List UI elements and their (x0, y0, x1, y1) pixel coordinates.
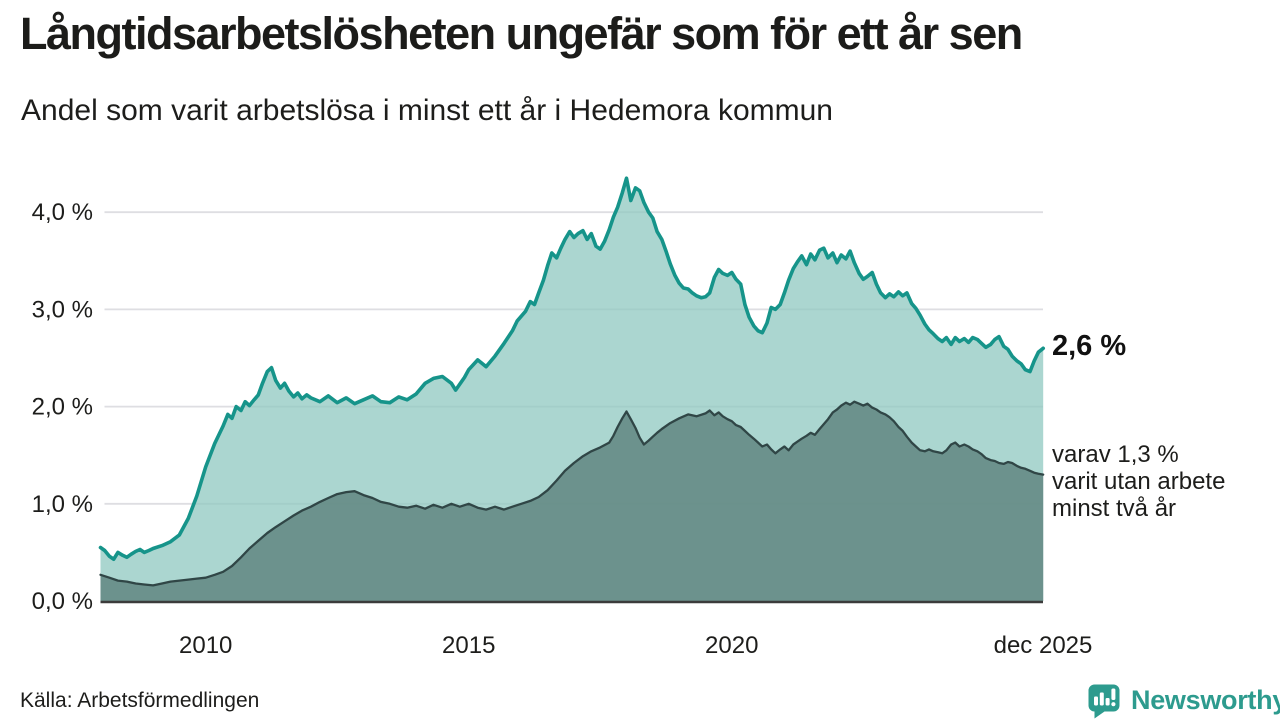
y-tick-label-1: 1,0 % (32, 491, 93, 518)
chart-lines (98, 176, 1045, 587)
y-tick-label-4: 4,0 % (32, 199, 93, 226)
y-axis-labels: 0,0 % 1,0 % 2,0 % 3,0 % 4,0 % (32, 199, 93, 615)
x-tick-label-2: 2020 (705, 632, 758, 659)
x-tick-label-3: dec 2025 (994, 632, 1093, 659)
x-tick-label-1: 2015 (442, 632, 495, 659)
secondary-annotation-line-3: minst två år (1052, 495, 1177, 522)
secondary-annotation-line-2: varit utan arbete (1052, 468, 1226, 495)
brand-logo: Newsworthy (1085, 682, 1280, 719)
newsworthy-icon (1088, 684, 1120, 719)
brand-name: Newsworthy (1131, 685, 1280, 715)
y-tick-label-2: 2,0 % (32, 394, 93, 421)
x-tick-label-0: 2010 (179, 632, 232, 659)
secondary-annotation-line-1: varav 1,3 % (1052, 441, 1179, 468)
y-tick-label-0: 0,0 % (32, 588, 93, 615)
x-axis-labels: 2010 2015 2020 dec 2025 (179, 632, 1092, 659)
chart-title: Långtidsarbetslösheten ungefär som för e… (20, 8, 1023, 59)
y-tick-label-3: 3,0 % (32, 296, 93, 323)
series-line-0 (98, 176, 1045, 561)
secondary-annotation: varav 1,3 % varit utan arbete minst två … (1052, 441, 1225, 522)
latest-value-label: 2,6 % (1052, 330, 1127, 362)
series-area-1 (100, 401, 1044, 601)
source-note: Källa: Arbetsförmedlingen (20, 689, 260, 712)
series-line-1 (99, 400, 1045, 587)
chart-subtitle: Andel som varit arbetslösa i minst ett å… (21, 94, 833, 127)
chart-areas (100, 178, 1044, 601)
